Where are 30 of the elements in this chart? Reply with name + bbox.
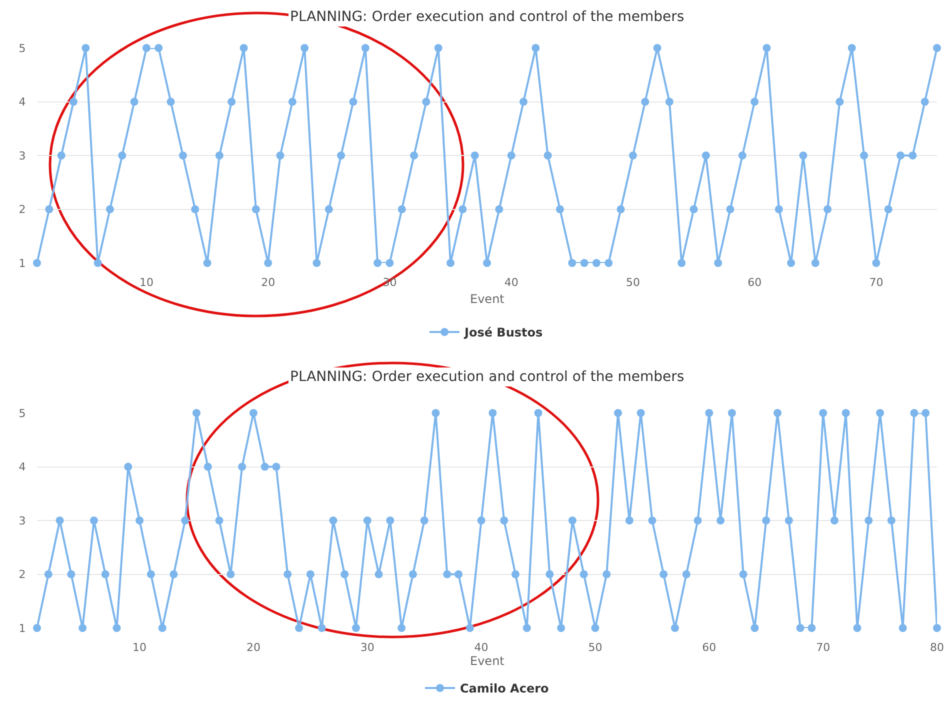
x-tick-label: 10 [139,276,154,290]
y-tick-label: 3 [18,514,26,528]
chart-title: PLANNING: Order execution and control of the members [290,9,684,25]
x-tick-label: 50 [626,276,640,290]
x-tick-label: 40 [474,641,488,654]
x-tick-label: 40 [504,276,518,290]
x-tick-label: 70 [869,276,884,290]
x-tick-label: 50 [588,641,602,654]
x-axis-title: Event [470,292,505,306]
y-tick-label: 3 [18,149,26,162]
legend-label: Camilo Acero [460,682,549,696]
y-tick-label: 2 [18,203,26,216]
legend-label: José Bustos [464,326,543,340]
x-tick-label: 20 [246,641,260,654]
x-tick-label: 60 [748,276,762,290]
x-tick-label: 70 [816,641,830,654]
y-tick-label: 5 [18,406,26,420]
x-tick-label: 20 [261,276,276,290]
y-tick-label: 2 [18,568,26,582]
x-tick-label: 60 [702,641,716,654]
y-tick-label: 1 [18,622,26,635]
x-axis-title: Event [470,654,505,668]
x-tick-label: 30 [360,641,374,654]
x-tick-label: 80 [930,641,944,654]
y-tick-label: 4 [18,96,26,109]
x-tick-label: 10 [132,641,147,654]
y-tick-label: 1 [18,256,26,270]
chart-title: PLANNING: Order execution and control of the members [290,369,684,385]
y-tick-label: 5 [18,42,26,55]
y-tick-label: 4 [18,460,26,474]
